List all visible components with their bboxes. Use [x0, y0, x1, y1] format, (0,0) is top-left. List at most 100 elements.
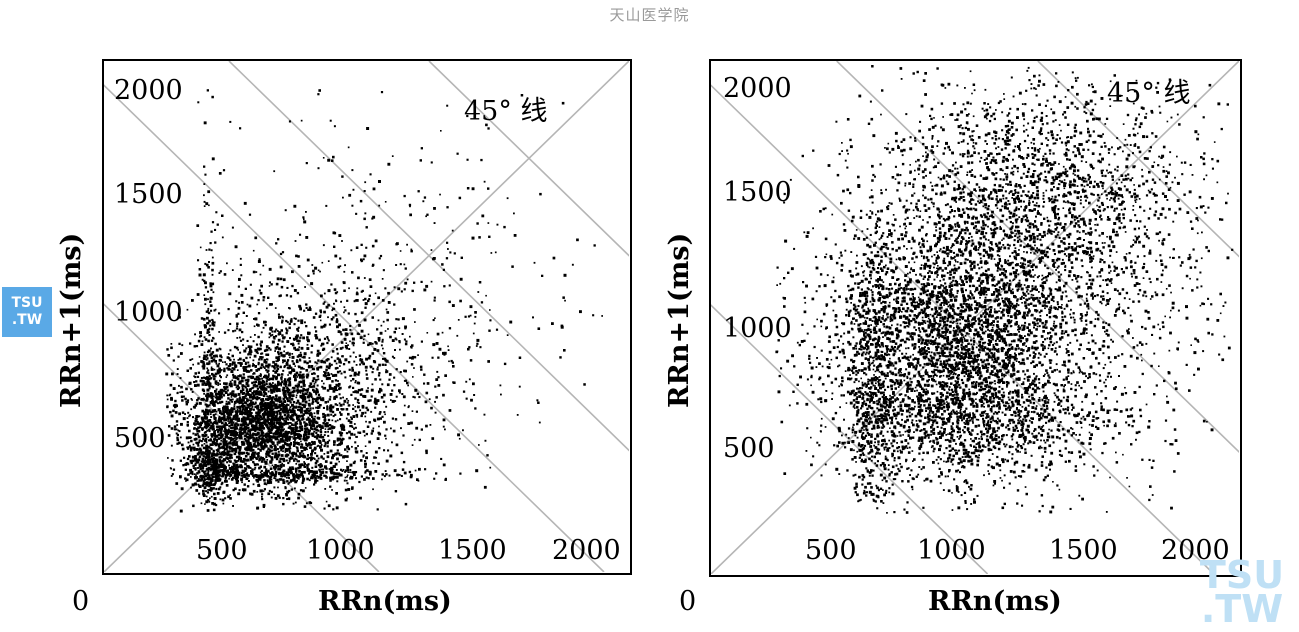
data-point: [343, 338, 347, 341]
data-point: [342, 196, 344, 199]
data-point: [299, 456, 301, 458]
data-point: [207, 458, 210, 461]
data-point: [287, 468, 291, 472]
data-point: [316, 390, 319, 394]
data-point: [441, 263, 444, 266]
data-point: [316, 375, 320, 378]
data-point: [229, 411, 232, 414]
data-point: [297, 265, 301, 268]
data-point: [267, 397, 270, 400]
data-point: [302, 446, 306, 450]
data-point: [351, 487, 354, 490]
data-point: [357, 388, 361, 392]
data-point: [285, 329, 289, 332]
data-point: [242, 373, 245, 376]
data-point: [303, 427, 306, 430]
data-point: [201, 398, 204, 401]
data-point: [213, 368, 216, 371]
data-point: [354, 450, 358, 453]
data-point: [268, 428, 272, 432]
data-point: [282, 359, 285, 362]
data-point: [234, 418, 238, 421]
data-point: [217, 477, 221, 480]
data-point: [224, 479, 228, 483]
data-point: [288, 435, 292, 439]
data-point: [219, 446, 222, 449]
data-point: [303, 352, 307, 356]
data-point: [351, 366, 354, 369]
data-point: [304, 487, 307, 489]
data-point: [203, 351, 206, 354]
data-point: [291, 436, 293, 438]
data-point: [353, 360, 356, 363]
data-point: [317, 366, 320, 369]
data-point: [411, 355, 415, 359]
data-point: [273, 477, 275, 479]
data-point: [288, 474, 291, 476]
data-point: [226, 408, 229, 411]
data-point: [300, 346, 304, 350]
data-point: [336, 480, 339, 483]
data-point: [348, 193, 352, 197]
data-point: [206, 388, 210, 392]
data-point: [280, 454, 284, 457]
data-point: [278, 472, 281, 475]
data-point: [195, 402, 199, 405]
data-point: [268, 398, 271, 401]
data-point: [457, 433, 460, 437]
data-point: [303, 455, 307, 459]
data-point: [197, 371, 200, 374]
data-point: [216, 223, 219, 226]
data-point: [243, 201, 247, 205]
data-point: [304, 400, 308, 404]
data-point: [391, 155, 394, 157]
data-point: [203, 294, 206, 296]
data-point: [213, 430, 216, 434]
data-point: [208, 430, 211, 433]
data-point: [280, 329, 283, 332]
data-point: [250, 296, 254, 300]
data-point: [279, 382, 283, 385]
data-point: [289, 417, 292, 420]
data-point: [261, 475, 263, 478]
data-point: [299, 426, 302, 429]
data-point: [233, 437, 236, 440]
data-point: [274, 307, 277, 309]
data-point: [194, 455, 197, 458]
data-point: [401, 468, 405, 471]
data-point: [312, 388, 315, 392]
data-point: [200, 377, 203, 379]
data-point: [213, 416, 216, 419]
data-point: [277, 351, 280, 354]
data-point: [334, 386, 337, 389]
data-point: [258, 397, 261, 400]
data-point: [217, 463, 220, 466]
data-point: [270, 440, 274, 444]
data-point: [195, 427, 199, 431]
data-point: [368, 342, 372, 345]
data-point: [255, 423, 258, 426]
data-point: [306, 361, 309, 365]
data-point: [207, 439, 210, 442]
data-point: [316, 352, 319, 355]
data-point: [272, 390, 275, 393]
data-point: [190, 476, 192, 478]
data-point: [333, 395, 336, 399]
data-point: [334, 403, 337, 406]
data-point: [217, 473, 219, 475]
data-point: [288, 416, 291, 419]
data-point: [199, 475, 202, 478]
data-point: [268, 332, 271, 335]
data-point: [245, 356, 248, 360]
data-point: [320, 455, 323, 458]
data-point: [299, 489, 303, 492]
data-point: [250, 419, 253, 421]
data-point: [228, 450, 231, 453]
data-point: [229, 439, 232, 442]
data-point: [352, 404, 354, 406]
data-point: [264, 418, 267, 421]
data-point: [272, 382, 274, 384]
data-point: [282, 361, 284, 364]
data-point: [212, 456, 215, 460]
data-point: [172, 468, 176, 471]
